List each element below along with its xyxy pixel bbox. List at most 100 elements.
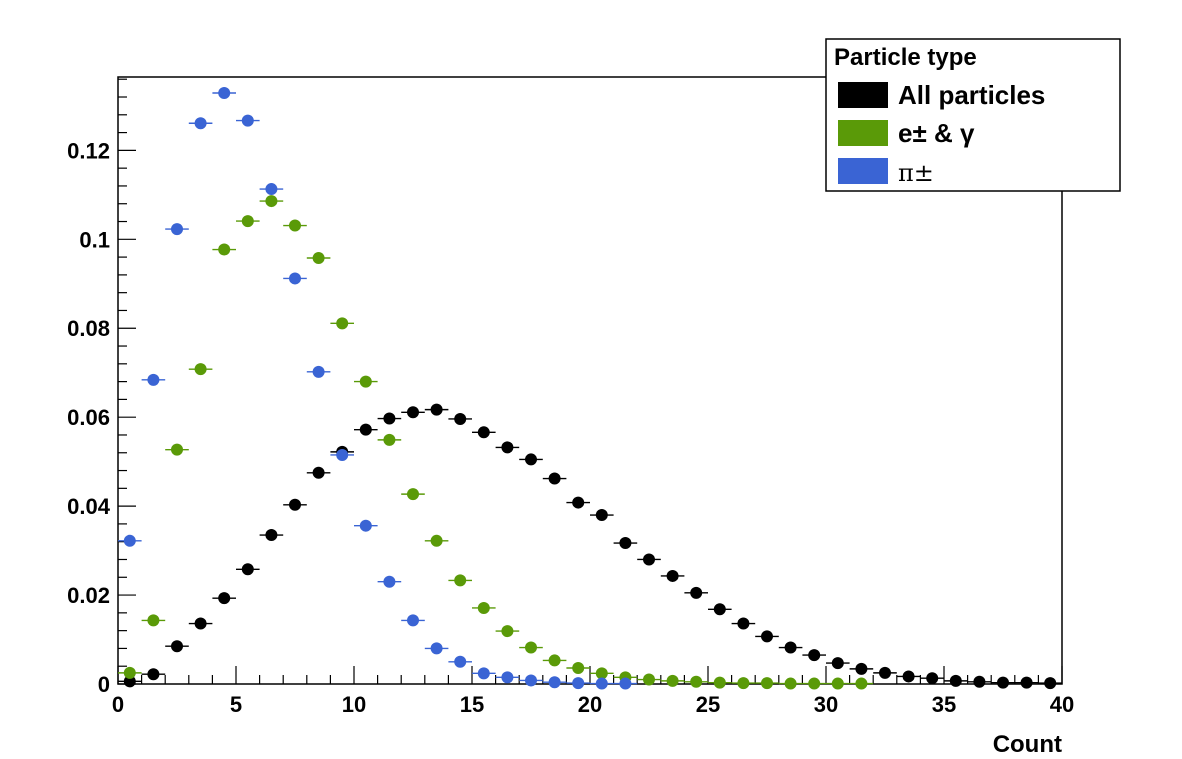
data-point (808, 649, 821, 662)
data-point (359, 423, 372, 436)
data-point (241, 563, 254, 576)
data-point (312, 466, 325, 479)
data-point (194, 117, 207, 130)
data-point (336, 317, 349, 330)
legend-title: Particle type (834, 44, 977, 71)
data-point (949, 674, 962, 687)
data-point (383, 575, 396, 588)
data-point (525, 641, 537, 654)
y-tick-label: 0.1 (79, 227, 110, 252)
data-point (123, 666, 136, 679)
x-tick-label: 25 (696, 692, 720, 717)
data-point (855, 662, 868, 675)
x-tick-label: 20 (578, 692, 602, 717)
legend-swatch-pions (838, 158, 888, 184)
x-axis-title: Count (993, 731, 1062, 758)
data-marks (118, 87, 1062, 690)
y-tick-label: 0.08 (67, 316, 110, 341)
data-point (643, 673, 655, 686)
data-point (643, 553, 655, 566)
data-point (289, 498, 301, 511)
data-point (572, 677, 585, 690)
x-tick-label: 35 (932, 692, 956, 717)
data-point (501, 671, 514, 684)
data-point (359, 375, 372, 388)
data-point (147, 668, 160, 681)
data-point (312, 365, 325, 378)
x-tick-label: 5 (230, 692, 242, 717)
legend-swatch-electrons-photons (838, 120, 888, 146)
data-point (1020, 676, 1033, 689)
data-point (997, 676, 1009, 689)
y-tick-label: 0.04 (67, 494, 111, 519)
data-point (218, 87, 231, 100)
legend-label-all-particles: All particles (898, 80, 1045, 110)
data-point (171, 223, 183, 236)
data-point (737, 677, 750, 690)
data-point (430, 534, 443, 547)
data-point (879, 666, 891, 679)
data-point (690, 586, 703, 599)
x-tick-label: 15 (460, 692, 484, 717)
data-point (973, 675, 986, 688)
data-point (737, 617, 750, 630)
x-tick-label: 30 (814, 692, 838, 717)
data-point (477, 601, 490, 614)
data-point (218, 592, 231, 605)
axes: 0 5 10 15 20 25 30 35 40 0 0.02 0.04 0.06 0.08 0.1 0.12 (67, 78, 1074, 717)
data-point (289, 272, 301, 285)
legend: Particle type All particles e± & γ π± (825, 38, 1121, 192)
legend-swatch-all-particles (838, 82, 888, 108)
data-point (265, 183, 278, 196)
series-pions (118, 87, 638, 690)
data-point (454, 412, 467, 425)
data-point (831, 657, 844, 670)
data-point (312, 251, 325, 264)
data-point (218, 243, 231, 256)
data-point (808, 677, 821, 690)
data-point (713, 603, 726, 616)
x-tick-label: 40 (1050, 692, 1074, 717)
data-point (525, 674, 537, 687)
data-point (572, 661, 585, 674)
data-point (171, 443, 183, 456)
data-point (595, 677, 608, 690)
data-point (572, 496, 585, 509)
data-point (383, 433, 396, 446)
data-point (902, 670, 915, 683)
data-point (241, 114, 254, 127)
y-tick-label: 0.12 (67, 138, 110, 163)
data-point (855, 677, 868, 690)
data-point (123, 675, 136, 688)
series-electrons-photons (118, 195, 874, 690)
y-tick-label: 0.02 (67, 583, 110, 608)
data-point (690, 675, 703, 688)
data-point (501, 441, 514, 454)
data-point (241, 215, 254, 228)
y-tick-label: 0.06 (67, 405, 110, 430)
data-point (147, 614, 160, 627)
y-tick-label: 0 (98, 672, 110, 697)
data-point (265, 529, 278, 542)
data-point (359, 519, 372, 532)
data-point (666, 674, 679, 687)
data-point (525, 453, 537, 466)
data-point (430, 642, 443, 655)
data-point (1044, 677, 1057, 690)
data-point (407, 488, 419, 501)
data-point (761, 677, 773, 690)
data-point (430, 403, 443, 416)
data-point (501, 625, 514, 638)
data-point (407, 406, 419, 419)
data-point (548, 472, 561, 485)
data-point (289, 219, 301, 232)
legend-label-pions: π± (898, 159, 934, 187)
data-point (123, 534, 136, 547)
data-point (926, 672, 939, 685)
data-point (666, 569, 679, 582)
data-point (548, 654, 561, 667)
data-point (454, 655, 467, 668)
data-point (713, 676, 726, 689)
data-point (595, 667, 608, 680)
